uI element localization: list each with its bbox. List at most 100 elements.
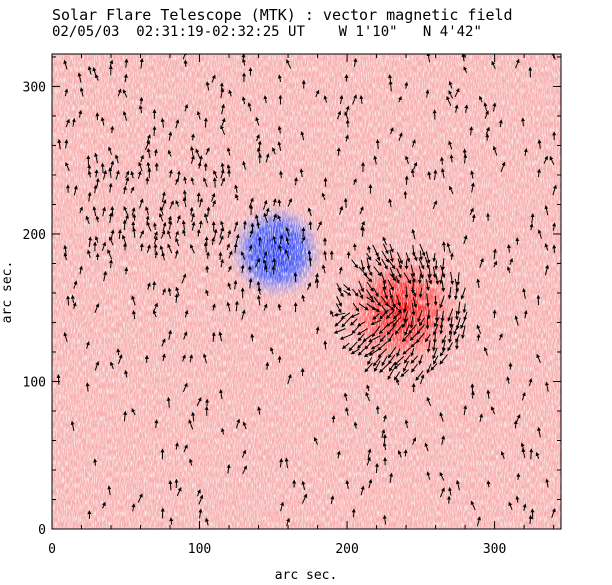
field-vector [79, 206, 83, 214]
field-vector [377, 341, 388, 351]
field-vector [368, 335, 381, 342]
field-vector [439, 411, 444, 422]
field-vector [182, 229, 186, 237]
field-vector [350, 348, 360, 355]
field-vector [100, 116, 105, 126]
field-vector [277, 244, 282, 252]
field-vector [461, 54, 466, 62]
field-vector [549, 155, 555, 166]
field-vector [536, 168, 541, 178]
field-vector [417, 309, 423, 323]
field-vector [333, 328, 346, 334]
field-vector [358, 303, 369, 311]
field-vector [377, 348, 388, 358]
field-vector [199, 197, 203, 208]
field-vector [386, 303, 395, 311]
field-vector [93, 184, 98, 194]
field-vector [103, 169, 107, 180]
field-vector [212, 177, 217, 188]
field-vector [353, 421, 358, 429]
field-vector [220, 258, 225, 268]
field-vector [272, 198, 277, 207]
y-axis-title: arc sec. [0, 261, 15, 324]
field-vector [455, 479, 460, 491]
field-vector [122, 89, 128, 98]
field-vector [256, 221, 261, 229]
field-vector [159, 212, 164, 222]
field-vector [63, 332, 68, 343]
field-vector [335, 303, 342, 314]
field-vector [446, 242, 451, 254]
field-vector [152, 309, 157, 318]
field-vector [87, 170, 92, 178]
field-vector [286, 517, 290, 527]
field-vector [530, 213, 535, 224]
field-vector [85, 215, 90, 225]
field-vector [196, 489, 201, 497]
field-vector [336, 147, 341, 156]
field-vector [107, 146, 112, 155]
field-vector [413, 161, 418, 171]
field-vector [330, 495, 335, 505]
field-vector [463, 153, 468, 164]
field-vector [373, 266, 382, 277]
field-vector [248, 197, 254, 208]
field-vector [352, 302, 360, 312]
field-vector [140, 154, 144, 162]
field-vector [339, 94, 344, 104]
field-vector [470, 500, 476, 511]
field-vector [366, 289, 373, 300]
field-vector [448, 80, 453, 89]
field-vector [183, 176, 188, 184]
field-vector [367, 356, 373, 366]
field-vector [323, 340, 328, 350]
field-vector [301, 226, 306, 237]
field-vector [220, 162, 225, 174]
field-vector [373, 288, 379, 298]
field-vector [393, 371, 401, 381]
field-vector [394, 305, 402, 314]
field-vector [108, 212, 113, 224]
field-vector [125, 176, 130, 186]
field-vector [410, 355, 419, 364]
field-vector [174, 442, 179, 450]
field-vector [463, 66, 468, 73]
field-vector [175, 286, 180, 297]
field-vector [196, 228, 201, 237]
field-vector [535, 451, 540, 459]
field-vector [228, 89, 233, 97]
field-vector [402, 347, 411, 355]
field-vector [425, 89, 430, 98]
field-vector [500, 450, 505, 460]
field-vector [365, 391, 371, 402]
field-vector [343, 392, 348, 401]
field-vector [77, 72, 82, 83]
field-vector [287, 198, 292, 207]
field-vector [95, 73, 99, 81]
field-vector [520, 442, 525, 453]
field-vector [448, 486, 453, 496]
field-vector [286, 59, 292, 69]
field-vector [284, 457, 289, 469]
field-vector [182, 189, 187, 201]
field-vector [528, 514, 533, 524]
field-vector [470, 182, 475, 193]
field-vector [379, 335, 386, 343]
field-vector [176, 214, 181, 224]
field-vector [396, 348, 401, 358]
field-vector [375, 139, 380, 150]
field-vector [432, 347, 438, 360]
field-vector [411, 139, 416, 148]
field-vector [287, 373, 292, 385]
field-vector [341, 316, 352, 328]
field-vector [379, 363, 390, 373]
field-vector [247, 102, 252, 112]
field-vector [235, 233, 240, 245]
field-vector [382, 433, 387, 443]
field-vector [94, 361, 100, 371]
field-vector [418, 317, 425, 327]
field-vector [336, 283, 342, 292]
field-vector [279, 458, 284, 468]
field-vector [118, 354, 123, 365]
field-vector [188, 458, 193, 466]
